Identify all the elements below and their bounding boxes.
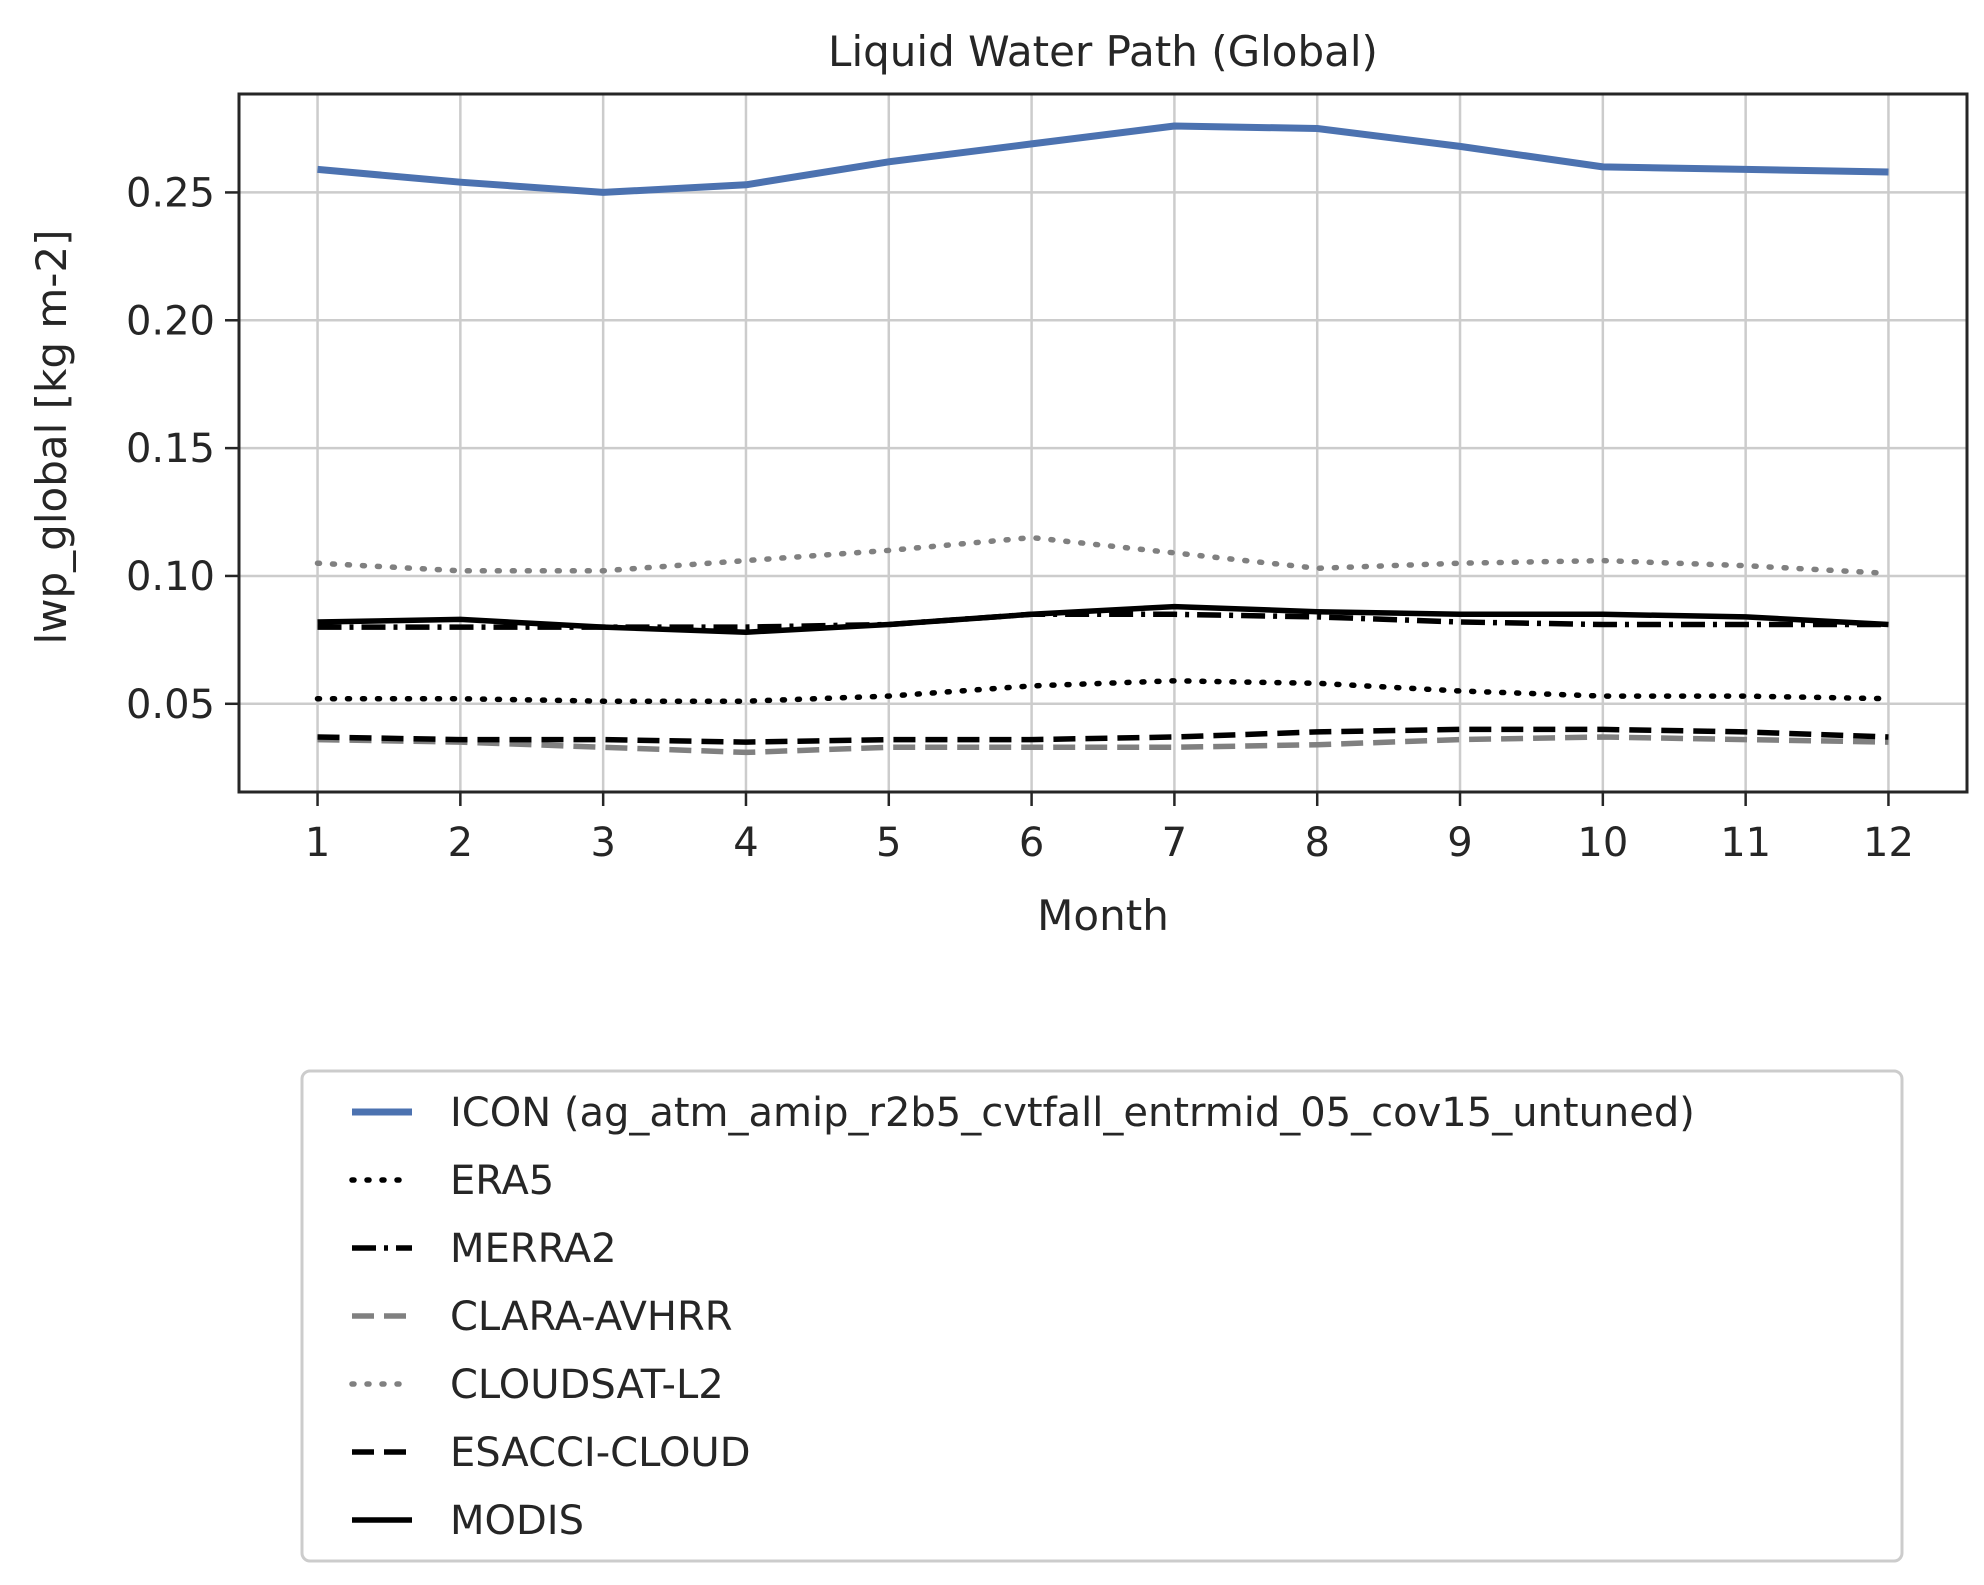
x-tick-label: 4	[733, 820, 758, 866]
legend-box	[300, 1069, 1904, 1563]
legend-label: ERA5	[450, 1158, 554, 1204]
y-axis-ticks: 0.05 0.10 0.15 0.20 0.25	[126, 170, 239, 728]
legend-label: ESACCI-CLOUD	[450, 1430, 751, 1476]
legend-label: ICON (ag_atm_amip_r2b5_cvtfall_entrmid_0…	[450, 1090, 1695, 1136]
x-axis-ticks: 1 2 3 4 5 6 7 8 9 10 11 12	[305, 792, 1914, 866]
legend-label: CLOUDSAT-L2	[450, 1362, 724, 1408]
plot-frame	[237, 92, 1969, 794]
x-tick-label: 12	[1863, 820, 1914, 866]
x-tick-label: 3	[590, 820, 615, 866]
series-line-modis	[317, 603, 1889, 635]
series-line-clara-avhrr	[317, 734, 1889, 756]
x-tick-label: 8	[1304, 820, 1329, 866]
y-tick-label: 0.20	[126, 298, 215, 344]
legend-items: ICON (ag_atm_amip_r2b5_cvtfall_entrmid_0…	[349, 1090, 1695, 1544]
gridlines	[239, 94, 1967, 792]
series-group	[314, 122, 1892, 756]
y-tick-label: 0.25	[126, 170, 215, 216]
chart-title: Liquid Water Path (Global)	[828, 27, 1378, 76]
x-tick-label: 6	[1019, 820, 1044, 866]
legend: ICON (ag_atm_amip_r2b5_cvtfall_entrmid_0…	[300, 1069, 1904, 1563]
legend-label: CLARA-AVHRR	[450, 1294, 733, 1340]
series-line-icon	[317, 122, 1889, 196]
x-axis-label: Month	[1037, 891, 1169, 940]
series-line-merra2	[317, 611, 1889, 630]
y-tick-label: 0.05	[126, 682, 215, 728]
series-line-esacci-cloud	[317, 726, 1889, 745]
x-tick-label: 11	[1720, 820, 1771, 866]
x-tick-label: 1	[305, 820, 330, 866]
y-tick-label: 0.10	[126, 554, 215, 600]
legend-label: MODIS	[450, 1498, 584, 1544]
x-tick-label: 9	[1447, 820, 1472, 866]
y-axis-label: lwp_global [kg m-2]	[27, 229, 76, 644]
x-tick-label: 5	[876, 820, 901, 866]
x-tick-label: 10	[1577, 820, 1628, 866]
y-tick-label: 0.15	[126, 426, 215, 472]
x-tick-label: 2	[448, 820, 473, 866]
legend-label: MERRA2	[450, 1226, 617, 1272]
x-tick-label: 7	[1162, 820, 1187, 866]
